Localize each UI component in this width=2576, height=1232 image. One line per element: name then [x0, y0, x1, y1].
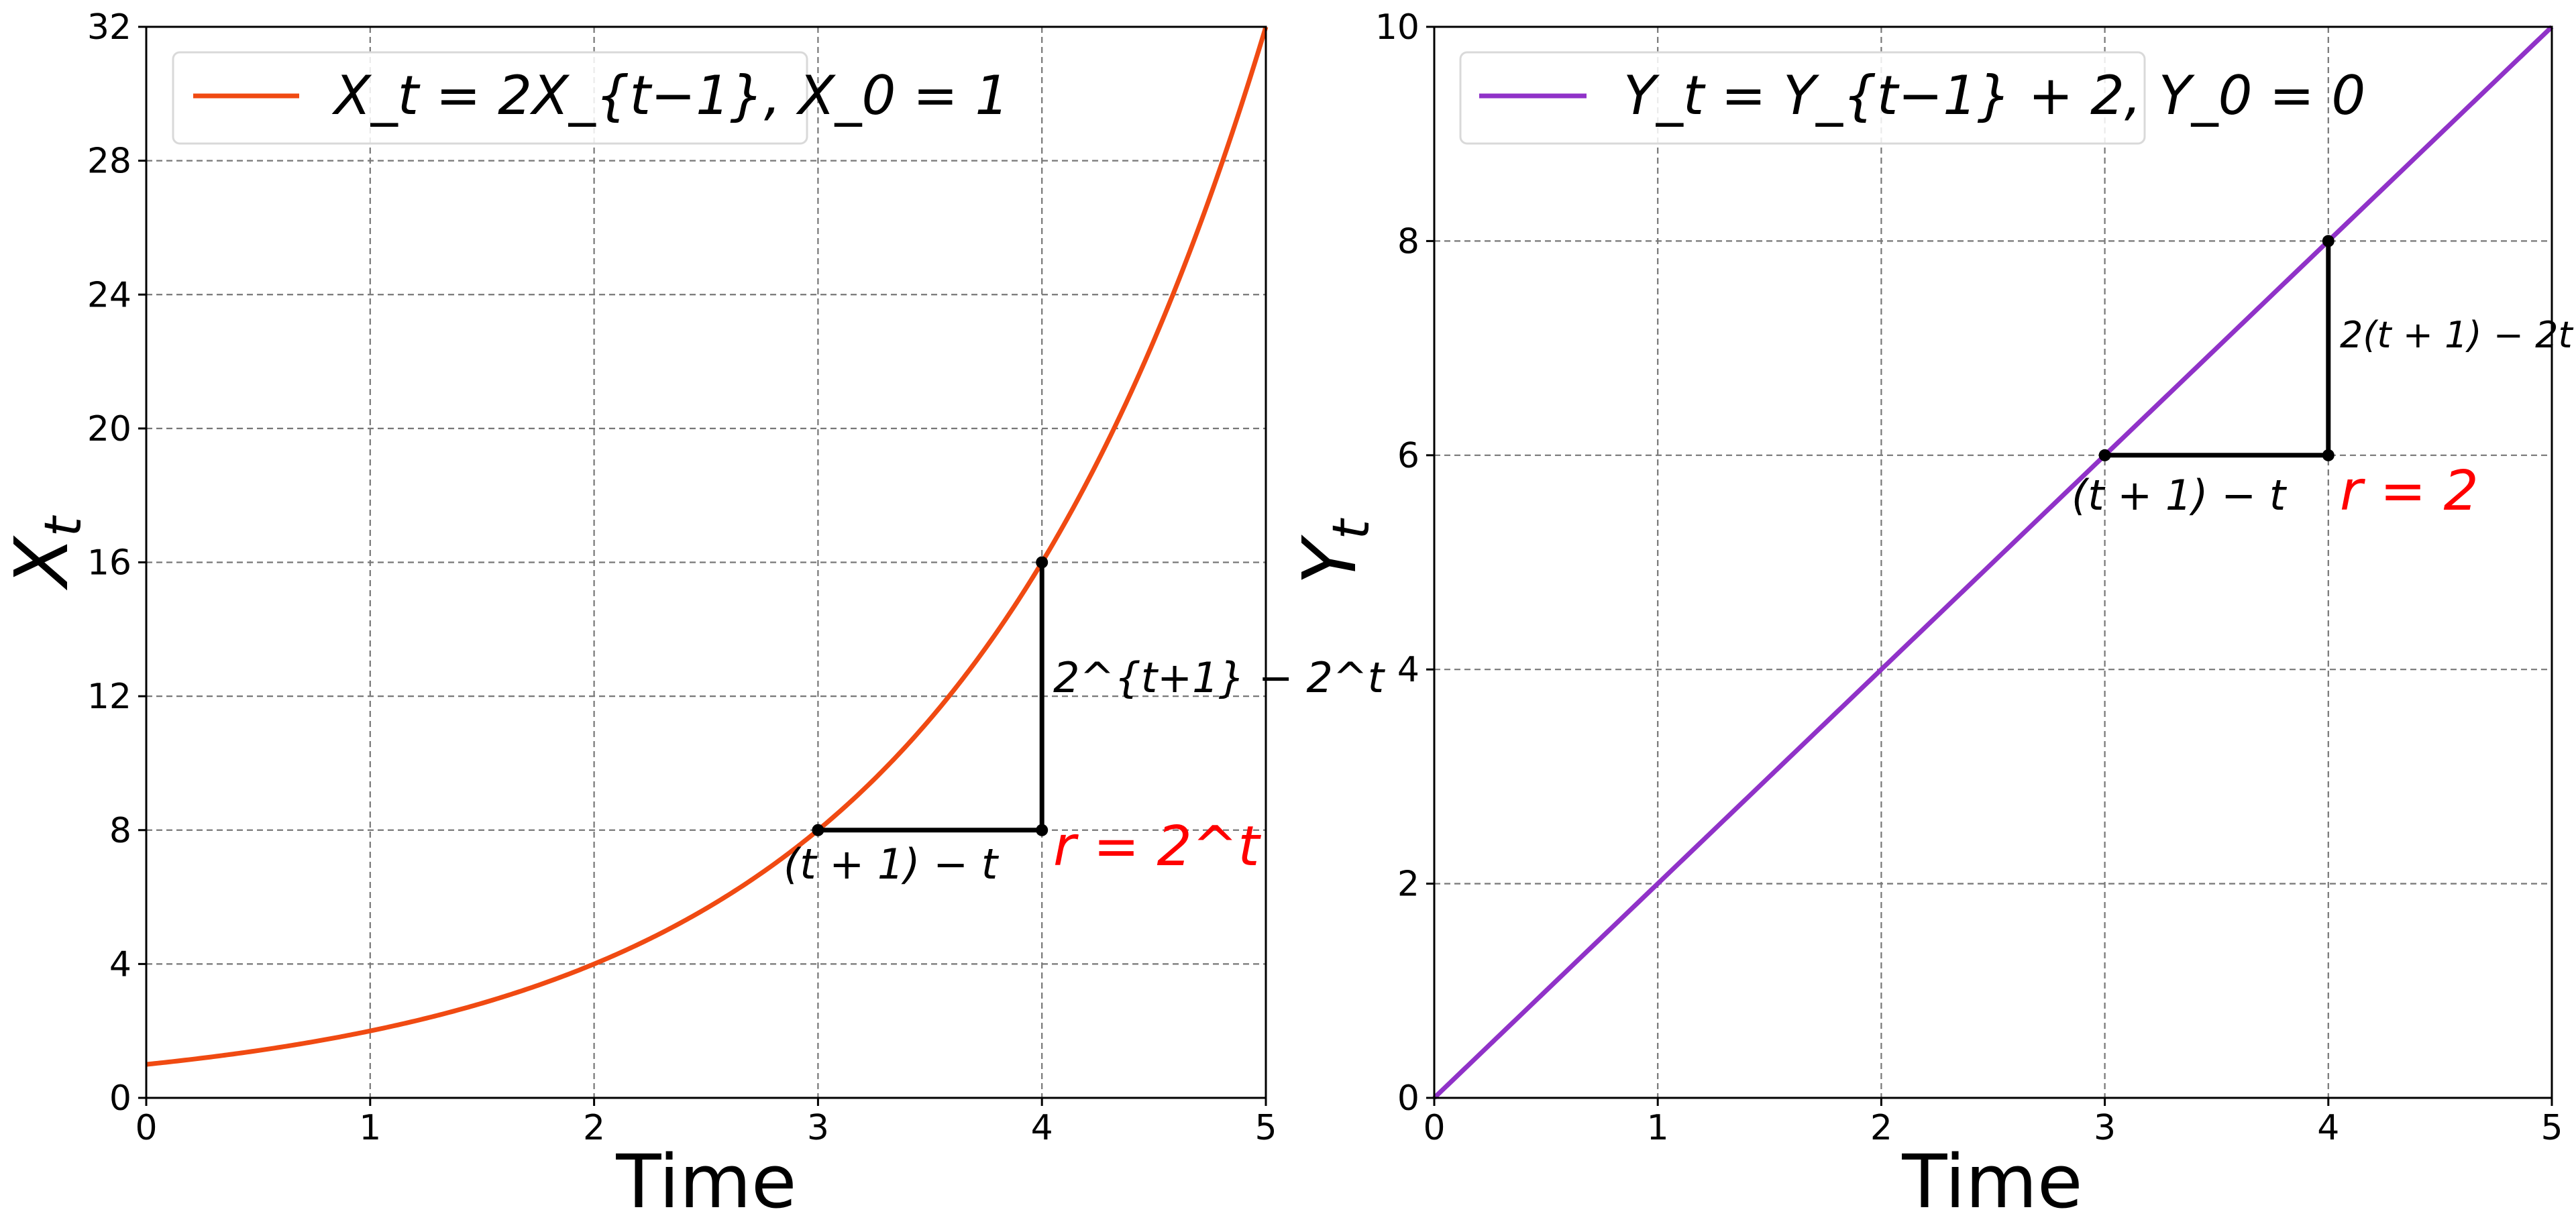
left-y-tick-label-28: 28	[87, 142, 131, 182]
right-chart-panel: 0 1 2 3 4 5 0 2 4 6 8 10 Y_t = Y_{t−1} + 2, Y_0 = 0…	[1287, 7, 2574, 1225]
right-x-tick-label-2: 2	[1870, 1108, 1892, 1148]
right-y-tick-label-6: 6	[1397, 436, 1419, 476]
right-plot-frame	[1433, 25, 2553, 1099]
right-x-tick-label-1: 1	[1647, 1108, 1669, 1148]
left-y-axis-title-base: X	[0, 535, 85, 591]
right-x-tick-label-0: 0	[1423, 1108, 1445, 1148]
left-series-line-0	[146, 25, 1269, 1067]
left-x-tick-label-4: 4	[1031, 1108, 1053, 1148]
right-x-axis-title: Time	[1901, 1139, 2082, 1225]
right-legend-entry: Y_t = Y_{t−1} + 2, Y_0 = 0	[1623, 64, 2365, 127]
left-y-tick-label-32: 32	[87, 7, 131, 48]
left-y-tick-label-4: 4	[109, 944, 131, 985]
right-y-axis-title-base: Y	[1287, 535, 1373, 585]
right-grid	[1434, 27, 2552, 1098]
left-triangle-point-1	[1036, 824, 1049, 836]
right-triangle	[2098, 235, 2334, 461]
right-ticks: 0 1 2 3 4 5 0 2 4 6 8 10	[1375, 7, 2563, 1148]
right-y-tick-label-10: 10	[1375, 7, 1419, 48]
right-y-axis-title: Yt	[1287, 517, 1381, 584]
left-horizontal-label: (t + 1) − t	[784, 840, 1000, 889]
right-y-tick-label-4: 4	[1397, 650, 1419, 690]
right-legend-box	[1459, 51, 2146, 145]
right-triangle-point-0	[2098, 449, 2111, 461]
left-x-axis-title: Time	[615, 1139, 796, 1225]
left-y-tick-label-0: 0	[109, 1078, 131, 1119]
left-x-tick-label-0: 0	[135, 1108, 157, 1148]
right-triangle-point-1	[2322, 449, 2334, 461]
left-x-tick-label-2: 2	[583, 1108, 605, 1148]
left-triangle	[812, 556, 1049, 836]
left-y-tick-label-24: 24	[87, 275, 131, 315]
left-y-tick-label-16: 16	[87, 543, 131, 583]
right-x-tick-label-5: 5	[2540, 1108, 2563, 1148]
right-series-line-0	[1432, 25, 2554, 1100]
left-y-tick-label-12: 12	[87, 677, 131, 717]
svg-text:Yt: Yt	[1287, 517, 1381, 584]
left-y-tick-label-20: 20	[87, 409, 131, 449]
right-y-axis-title-sub: t	[1321, 517, 1381, 539]
right-triangle-point-2	[2322, 235, 2334, 247]
right-horizontal-label: (t + 1) − t	[2072, 471, 2288, 520]
left-y-tick-label-8: 8	[109, 811, 131, 851]
right-y-tick-label-2: 2	[1397, 864, 1419, 905]
right-vertical-label: 2(t + 1) − 2t	[2340, 314, 2574, 356]
right-x-tick-label-3: 3	[2094, 1108, 2116, 1148]
left-triangle-point-2	[1036, 556, 1049, 569]
left-y-axis-title: Xt	[0, 514, 93, 590]
right-ratio-label: r = 2	[2340, 459, 2479, 523]
left-vertical-label: 2^{t+1} − 2^t	[1053, 653, 1386, 702]
left-legend-entry: X_t = 2X_{t−1}, X_0 = 1	[331, 64, 1009, 127]
left-x-tick-label-5: 5	[1254, 1108, 1277, 1148]
right-y-tick-label-0: 0	[1397, 1078, 1419, 1119]
svg-text:Xt: Xt	[0, 514, 93, 590]
left-x-tick-label-1: 1	[359, 1108, 381, 1148]
left-y-axis-title-sub: t	[33, 514, 93, 537]
right-legend: Y_t = Y_{t−1} + 2, Y_0 = 0	[1459, 51, 2365, 145]
right-y-tick-label-8: 8	[1397, 221, 1419, 262]
right-x-tick-label-4: 4	[2317, 1108, 2339, 1148]
left-x-tick-label-3: 3	[807, 1108, 829, 1148]
left-ratio-label: r = 2^t	[1053, 815, 1261, 879]
right-series-layer	[1432, 25, 2554, 1100]
left-legend: X_t = 2X_{t−1}, X_0 = 1	[172, 51, 1009, 145]
left-triangle-point-0	[812, 824, 824, 836]
left-legend-box	[172, 51, 808, 145]
left-series-layer	[146, 25, 1269, 1067]
